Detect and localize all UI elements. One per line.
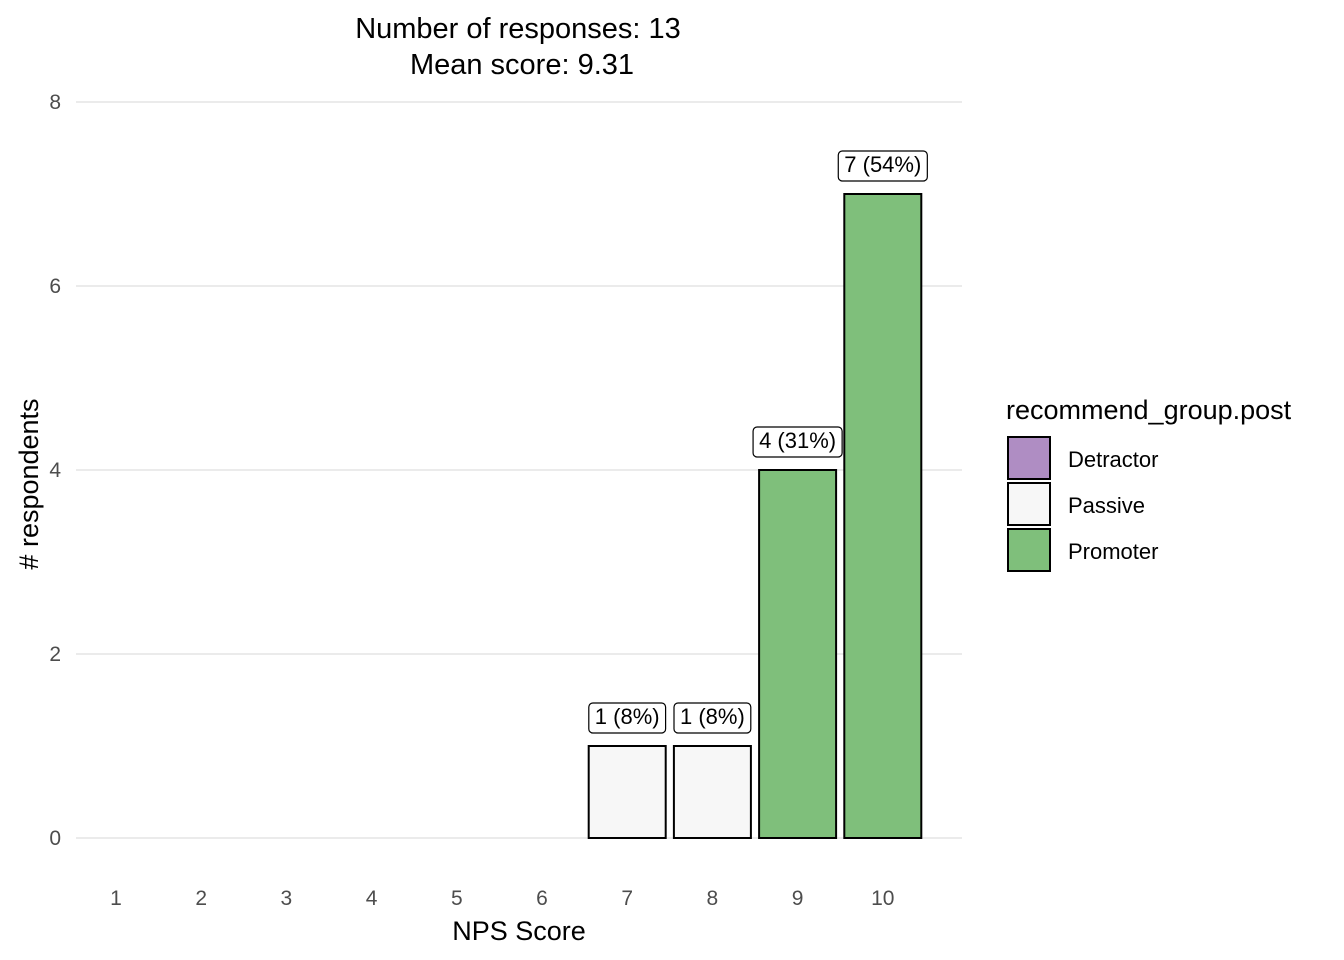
- x-axis-ticks: 1 2 3 4 5 6 7 8 9 10: [110, 887, 894, 910]
- legend-label-promoter: Promoter: [1068, 539, 1158, 564]
- y-tick-label-4: 4: [49, 459, 61, 482]
- legend-key-promoter: [1008, 529, 1050, 571]
- bar-score-10: [844, 194, 921, 838]
- x-tick-label-5: 5: [451, 887, 463, 910]
- data-label-score-8: 1 (8%): [674, 703, 751, 733]
- y-tick-label-8: 8: [49, 91, 61, 114]
- legend: recommend_group.post Detractor Passive Pro…: [1006, 395, 1292, 571]
- x-tick-label-1: 1: [110, 887, 122, 910]
- y-axis-title: # respondents: [14, 398, 44, 569]
- chart-title-line-1: Number of responses: 13: [355, 13, 681, 45]
- data-label-score-7: 1 (8%): [589, 703, 666, 733]
- bar-score-9: [759, 470, 836, 838]
- data-label-text: 4 (31%): [759, 428, 836, 453]
- legend-label-detractor: Detractor: [1068, 447, 1158, 472]
- x-axis-title: NPS Score: [452, 916, 586, 946]
- legend-entries: Detractor Passive Promoter: [1008, 437, 1158, 571]
- data-label-score-10: 7 (54%): [838, 151, 927, 181]
- y-axis-ticks: 0 2 4 6 8: [49, 91, 61, 850]
- x-tick-label-9: 9: [792, 887, 804, 910]
- x-tick-label-3: 3: [281, 887, 293, 910]
- data-label-text: 1 (8%): [595, 704, 660, 729]
- x-tick-label-6: 6: [536, 887, 548, 910]
- legend-key-passive: [1008, 483, 1050, 525]
- data-label-text: 1 (8%): [680, 704, 745, 729]
- bar-score-8: [674, 746, 751, 838]
- y-tick-label-2: 2: [49, 643, 61, 666]
- x-tick-label-8: 8: [707, 887, 719, 910]
- y-tick-label-6: 6: [49, 275, 61, 298]
- legend-key-detractor: [1008, 437, 1050, 479]
- data-label-text: 7 (54%): [844, 152, 921, 177]
- x-tick-label-4: 4: [366, 887, 378, 910]
- chart-title-line-2: Mean score: 9.31: [410, 49, 634, 81]
- bar-score-7: [589, 746, 666, 838]
- chart-title: Number of responses: 13 Mean score: 9.31: [355, 13, 681, 81]
- x-tick-label-10: 10: [871, 887, 894, 910]
- legend-title: recommend_group.post: [1006, 395, 1292, 425]
- x-tick-label-7: 7: [621, 887, 633, 910]
- legend-label-passive: Passive: [1068, 493, 1145, 518]
- bars: [589, 194, 922, 838]
- y-tick-label-0: 0: [49, 827, 61, 850]
- data-label-score-9: 4 (31%): [753, 427, 842, 457]
- x-tick-label-2: 2: [195, 887, 207, 910]
